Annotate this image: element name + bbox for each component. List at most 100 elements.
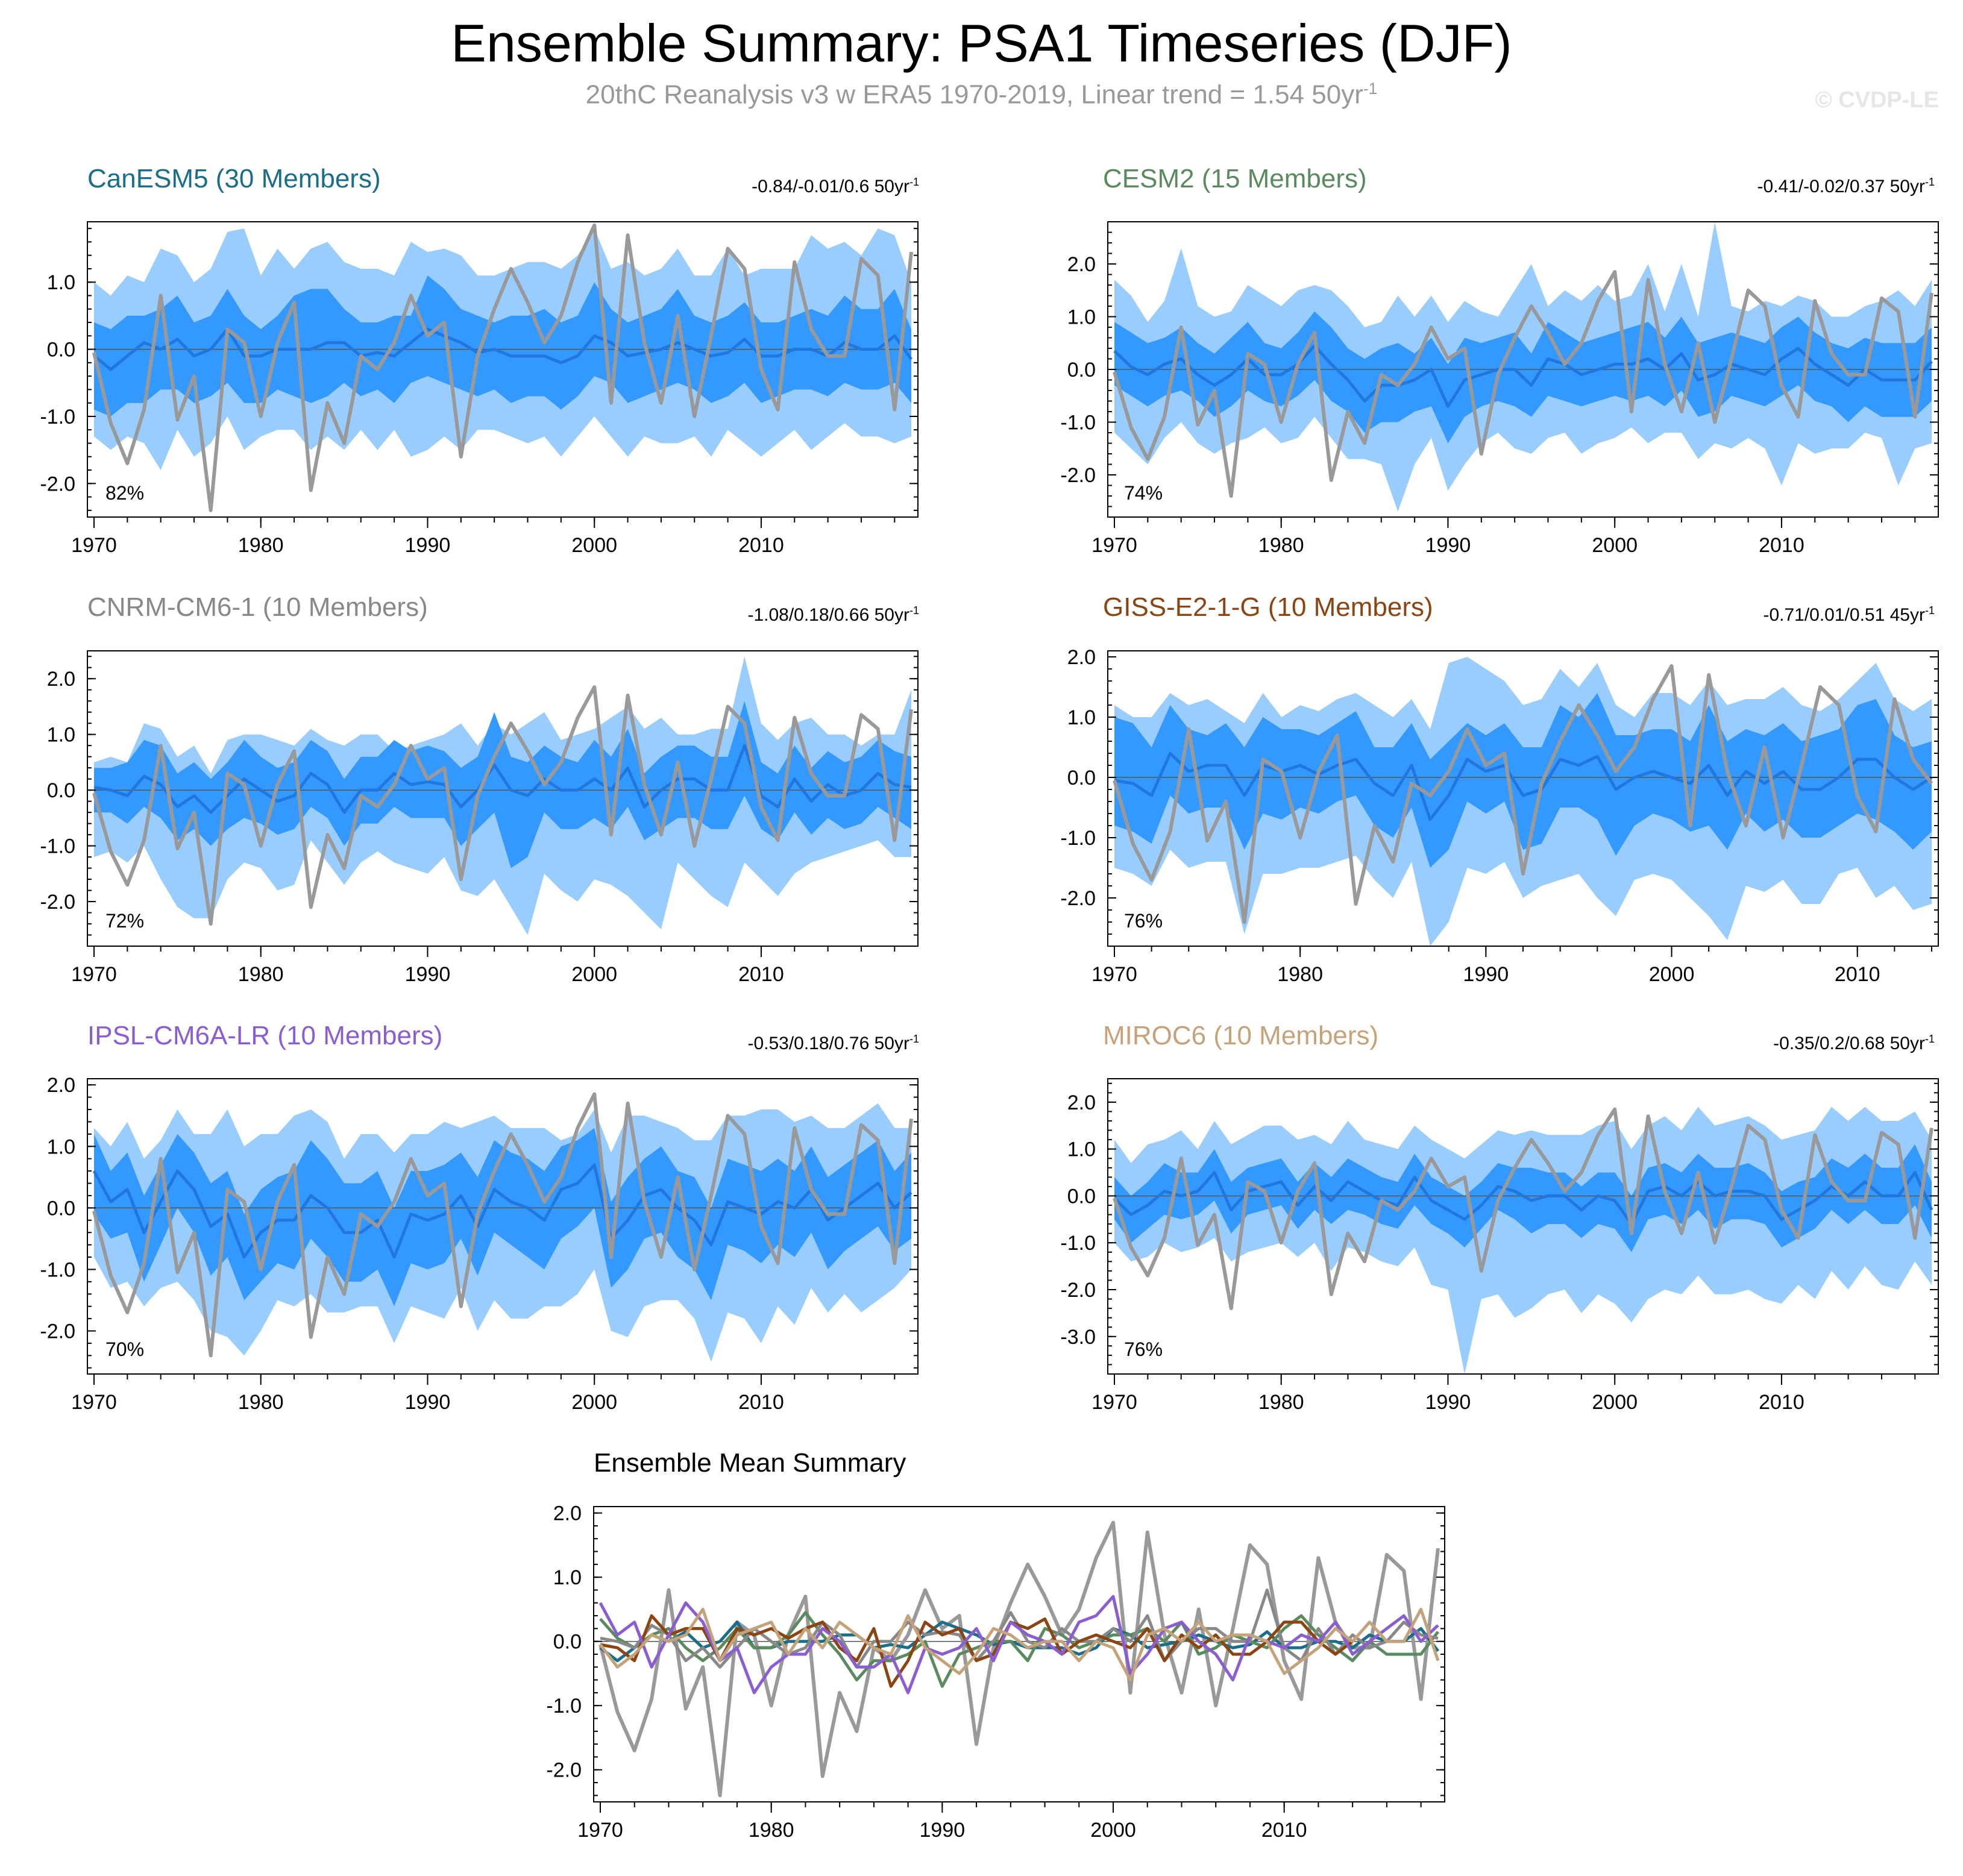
x-tick-label: 1980	[749, 1819, 794, 1842]
y-tick-label: 2.0	[1067, 253, 1096, 276]
y-tick-label: -2.0	[1060, 1279, 1096, 1302]
inner-spread-band	[94, 701, 911, 868]
y-tick-label: -3.0	[1060, 1326, 1096, 1349]
series-line-miroc6	[599, 1607, 1440, 1682]
panel-trend-miroc6: -0.35/0.2/0.68 50yr-1	[1773, 1027, 1935, 1056]
y-tick-label: -1.0	[40, 835, 75, 858]
y-tick-label: 1.0	[47, 724, 75, 747]
watermark: © CVDP-LE	[1815, 87, 1939, 113]
trend-text: -0.41/-0.02/0.37 50yr	[1757, 177, 1925, 196]
ensemble-mean-line	[1113, 1171, 1933, 1226]
x-tick-label: 2000	[571, 963, 617, 986]
figure-title: Ensemble Summary: PSA1 Timeseries (DJF)	[451, 13, 1512, 73]
y-tick-label: 1.0	[553, 1566, 582, 1589]
x-tick-label: 2000	[1090, 1819, 1136, 1842]
series-line-ipsl-cm6a-lr	[598, 1595, 1439, 1695]
x-tick-label: 1970	[577, 1819, 623, 1842]
x-tick-label: 1970	[71, 534, 117, 557]
y-tick-label: 2.0	[47, 1074, 75, 1097]
y-tick-label: 2.0	[1067, 646, 1096, 669]
x-tick-label: 1980	[238, 1391, 284, 1414]
x-tick-label: 2000	[1592, 1391, 1638, 1414]
y-tick-label: -1.0	[1060, 827, 1096, 850]
x-tick-label: 1970	[1091, 1391, 1137, 1414]
x-tick-label: 2010	[738, 534, 784, 557]
x-tick-label: 1980	[1258, 1391, 1304, 1414]
x-tick-label: 2010	[738, 1391, 784, 1414]
x-tick-label: 2010	[738, 963, 784, 986]
x-tick-label: 2010	[1835, 963, 1880, 986]
x-tick-label: 2000	[1592, 534, 1638, 557]
panel-percent-miroc6: 76%	[1124, 1338, 1163, 1360]
panel-miroc6: -3.0 -2.0 -1.0 0.0 1.0 2.0 1970 1980 1990 2000 201…	[1060, 1078, 1939, 1414]
x-tick-label: 1990	[1425, 534, 1471, 557]
trend-text: -0.35/0.2/0.68 50yr	[1773, 1034, 1925, 1053]
plot-frame	[593, 1506, 1445, 1802]
x-tick-label: 1980	[238, 963, 284, 986]
y-tick-label: -1.0	[546, 1695, 582, 1718]
series-line-canesm5	[599, 1620, 1439, 1663]
x-tick-label: 2000	[571, 534, 617, 557]
panel-trend-cnrm: -1.08/0.18/0.66 50yr-1	[747, 598, 919, 627]
y-tick-label: -1.0	[40, 406, 75, 428]
figure-subtitle: 20thC Reanalysis v3 w ERA5 1970-2019, Li…	[0, 80, 1963, 110]
y-tick-label: 0.0	[47, 1197, 75, 1220]
observed-line	[1113, 664, 1933, 924]
observed-line	[92, 685, 913, 926]
panel-ipsl-cm6a-lr: -2.0 -1.0 0.0 1.0 2.0 1970 1980 1990 2000 2010	[40, 1074, 919, 1414]
outer-spread-band	[1114, 1106, 1932, 1374]
x-tick-label: 2000	[1649, 963, 1695, 986]
y-tick-label: 1.0	[1067, 706, 1096, 729]
x-tick-label: 1990	[1463, 963, 1509, 986]
y-tick-label: 1.0	[47, 271, 75, 294]
y-tick-label: -2.0	[40, 891, 75, 914]
panel-percent-canesm5: 82%	[105, 482, 145, 504]
panel-percent-ipsl: 70%	[105, 1338, 145, 1360]
y-tick-label: -2.0	[40, 1320, 75, 1343]
panel-canesm5: -2.0 -1.0 0.0 1.0 1970 1980 1990 2000 2010	[40, 221, 919, 557]
panel-title-miroc6: MIROC6 (10 Members)	[1103, 1021, 1379, 1050]
inner-spread-band	[1114, 1144, 1932, 1252]
y-tick-label: 1.0	[47, 1135, 75, 1158]
y-tick-label: -1.0	[1060, 1232, 1096, 1255]
panel-trend-cesm2: -0.41/-0.02/0.37 50yr-1	[1757, 170, 1935, 199]
trend-text: -1.08/0.18/0.66 50yr	[747, 605, 909, 625]
observed-line	[1113, 1107, 1933, 1311]
panel-trend-giss: -0.71/0.01/0.51 45yr-1	[1763, 598, 1935, 627]
trend-superscript: -1	[1924, 176, 1935, 188]
y-tick-label: 0.0	[1067, 767, 1096, 789]
x-tick-label: 1990	[1425, 1391, 1471, 1414]
trend-superscript: -1	[909, 176, 919, 188]
panel-giss-e2-1-g: -2.0 -1.0 0.0 1.0 2.0 1970 1980 1990 2000 2010	[1060, 646, 1939, 986]
x-tick-label: 1970	[1091, 963, 1137, 986]
inner-spread-band	[94, 1128, 911, 1307]
x-tick-label: 1990	[405, 963, 451, 986]
panel-cnrm-cm6-1: -2.0 -1.0 0.0 1.0 2.0 1970 1980 1990 2000 2010	[40, 650, 919, 986]
panel-title-giss: GISS-E2-1-G (10 Members)	[1103, 592, 1433, 622]
y-tick-label: 0.0	[1067, 359, 1096, 381]
trend-superscript: -1	[1924, 604, 1935, 616]
plot-frame	[87, 1078, 919, 1375]
y-tick-label: -1.0	[40, 1258, 75, 1281]
y-tick-label: 2.0	[1067, 1091, 1096, 1114]
x-tick-label: 2010	[1261, 1819, 1307, 1842]
x-tick-label: 1970	[71, 963, 117, 986]
y-tick-label: -2.0	[1060, 464, 1096, 487]
x-tick-label: 2010	[1759, 534, 1804, 557]
subtitle-superscript: -1	[1363, 80, 1378, 98]
panel-percent-giss: 76%	[1124, 910, 1163, 932]
y-tick-label: 2.0	[553, 1502, 582, 1525]
trend-superscript: -1	[909, 1033, 919, 1045]
panel-title-cnrm: CNRM-CM6-1 (10 Members)	[87, 592, 428, 622]
trend-superscript: -1	[909, 604, 919, 616]
observed-line	[92, 223, 913, 512]
x-tick-label: 2010	[1759, 1391, 1804, 1414]
y-tick-label: -2.0	[1060, 887, 1096, 910]
observed-line	[92, 1092, 913, 1358]
y-tick-label: 1.0	[1067, 1138, 1096, 1161]
ensemble-mean-line	[1113, 344, 1933, 408]
panel-percent-cesm2: 74%	[1124, 482, 1163, 504]
x-tick-label: 1980	[1277, 963, 1323, 986]
panel-cesm2: -2.0 -1.0 0.0 1.0 2.0 1970 1980 1990 2000 2010	[1060, 221, 1939, 557]
